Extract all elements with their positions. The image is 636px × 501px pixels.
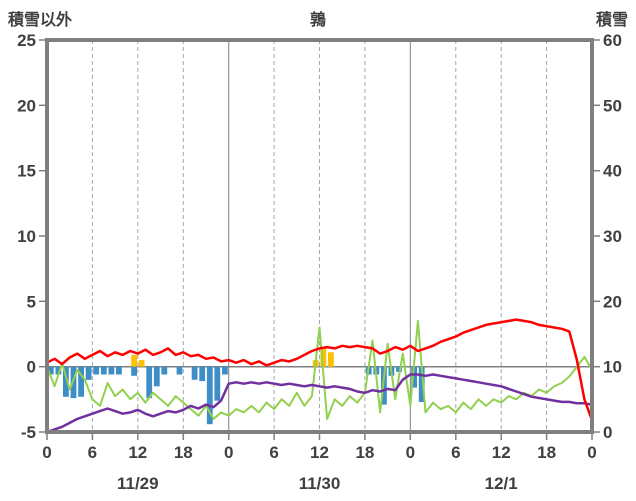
precipitation-bars-bar bbox=[176, 366, 183, 375]
left-axis-tick-label: 5 bbox=[27, 292, 36, 311]
x-axis-date-label: 11/29 bbox=[117, 474, 159, 493]
precipitation-bars-bar bbox=[93, 366, 100, 375]
precipitation-bars-bar bbox=[411, 366, 417, 388]
snowfall-bars-bar bbox=[131, 354, 137, 367]
right-axis-tick-label: 30 bbox=[603, 227, 622, 246]
precipitation-bars-bar bbox=[214, 366, 221, 401]
snowfall-bars-bar bbox=[138, 360, 145, 367]
right-axis-tick-label: 0 bbox=[603, 423, 612, 442]
x-axis-hour-label: 12 bbox=[492, 443, 511, 462]
precipitation-bars-bar bbox=[206, 366, 213, 425]
x-axis-date-label: 12/1 bbox=[485, 474, 518, 493]
x-axis-hour-label: 6 bbox=[269, 443, 278, 462]
x-axis-hour-label: 0 bbox=[587, 443, 596, 462]
right-axis-tick-label: 20 bbox=[603, 292, 622, 311]
x-axis-hour-label: 6 bbox=[88, 443, 97, 462]
precipitation-bars-bar bbox=[222, 366, 228, 375]
precipitation-bars-bar bbox=[63, 366, 69, 397]
x-axis-hour-label: 0 bbox=[224, 443, 233, 462]
precipitation-bars-bar bbox=[85, 366, 92, 380]
precipitation-bars-bar bbox=[100, 366, 107, 375]
precipitation-bars-bar bbox=[418, 366, 425, 402]
x-axis-date-label: 11/30 bbox=[299, 474, 341, 493]
temperature-line bbox=[45, 318, 594, 422]
x-axis-hour-label: 6 bbox=[451, 443, 460, 462]
x-axis-hour-label: 18 bbox=[355, 443, 374, 462]
plot-frame bbox=[45, 38, 594, 434]
x-axis-hour-label: 12 bbox=[128, 443, 147, 462]
left-axis-tick-label: 20 bbox=[17, 96, 36, 115]
x-axis-hour-label: 12 bbox=[310, 443, 329, 462]
left-axis-tick-label: 25 bbox=[17, 31, 36, 50]
precipitation-bars-bar bbox=[153, 366, 160, 387]
precipitation-bars-bar bbox=[47, 366, 54, 375]
chart-title: 鶉 bbox=[309, 12, 326, 29]
precipitation-bars-bar bbox=[199, 366, 206, 382]
precipitation-bars-bar bbox=[131, 366, 137, 376]
right-axis-tick-label: 10 bbox=[603, 358, 622, 377]
temperature-secondary-line bbox=[45, 373, 594, 434]
left-axis-tick-label: 15 bbox=[17, 162, 36, 181]
precipitation-bars-bar bbox=[191, 366, 198, 380]
left-axis-tick-label: -5 bbox=[21, 423, 36, 442]
precipitation-bars-bar bbox=[146, 366, 153, 399]
right-axis-tick-label: 40 bbox=[603, 162, 622, 181]
snowfall-bars bbox=[131, 347, 334, 367]
precipitation-bars-bar bbox=[78, 366, 84, 397]
snowfall-bars-bar bbox=[320, 347, 327, 367]
precipitation-bars-bar bbox=[108, 366, 115, 375]
x-axis-hour-label: 18 bbox=[537, 443, 556, 462]
left-axis-tick-label: 10 bbox=[17, 227, 36, 246]
precipitation-bars-bar bbox=[116, 366, 122, 375]
right-axis-title: 積雪 bbox=[595, 12, 628, 29]
left-axis-title: 積雪以外 bbox=[8, 12, 73, 29]
snow-depth-line bbox=[46, 319, 593, 420]
right-axis-tick-label: 60 bbox=[603, 31, 622, 50]
x-axis-hour-label: 18 bbox=[174, 443, 193, 462]
x-axis-hour-label: 0 bbox=[406, 443, 415, 462]
left-axis-tick-label: 0 bbox=[27, 358, 36, 377]
precipitation-bars-bar bbox=[161, 366, 168, 375]
x-axis-hour-label: 0 bbox=[42, 443, 51, 462]
precipitation-bars-bar bbox=[55, 366, 62, 375]
right-axis-tick-label: 50 bbox=[603, 96, 622, 115]
snowfall-bars-bar bbox=[328, 352, 334, 367]
precipitation-bars-bar bbox=[396, 366, 402, 372]
